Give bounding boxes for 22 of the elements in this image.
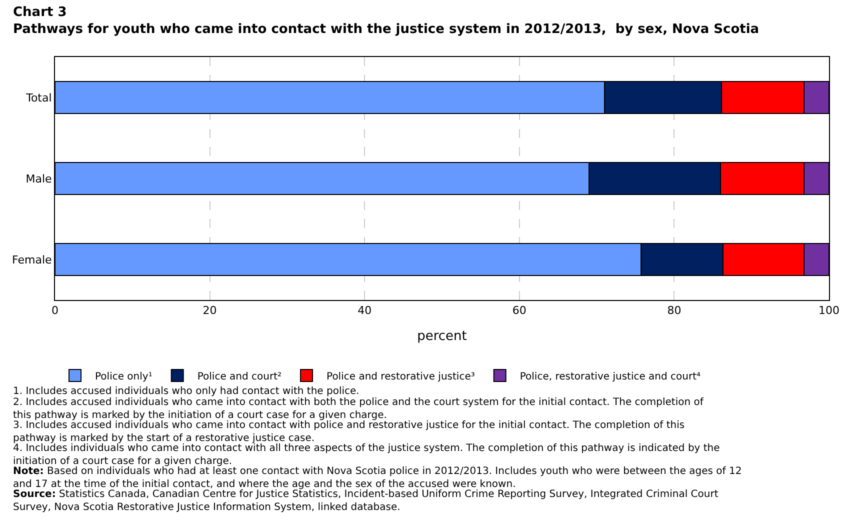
- y-tick-label: Total: [25, 91, 52, 104]
- x-tick-label: 40: [358, 304, 372, 318]
- text: 4. Includes individuals who came into contact with all three aspects of the justice system. The completion of this pathway is indicated by the initiation of a court case for a given charge.: [13, 443, 720, 467]
- x-tick-label: 20: [202, 304, 217, 318]
- source-note: Source: Statistics Canada, Canadian Centre for Justice Statistics, Incident-based Uniform Crime Reporting Survey, Integrated Criminal Court Survey, Nova Scotia Restorative Justice Information System, linked database.: [13, 489, 718, 513]
- legend-label: Police, restorative justice and court⁴: [520, 371, 701, 382]
- text: 3. Includes accused individuals who came into contact with police and restorative justice for the initial contact. The completion of this pathway is marked by the start of a restorative justice case.: [13, 420, 685, 444]
- y-tick-label: Male: [26, 172, 52, 186]
- text: 2. Includes accused individuals who came into contact with both the police and the court system for the initial contact. The completion of this pathway is marked by the initiation of a court case for a given charge.: [13, 397, 704, 421]
- legend-label: Police only¹: [95, 371, 152, 382]
- legend-label: Police and restorative justice³: [326, 371, 475, 382]
- x-axis-title: percent: [417, 328, 467, 344]
- legend-label: Police and court²: [197, 371, 282, 382]
- text: Note: Based on individuals who had at least one contact with Nova Scotia police in 2012/2013. Includes youth who were between the ages of 12 and 17 at the time of the initial contact, and where the age and the sex of the accused were known.: [13, 466, 742, 490]
- x-tick-label: 60: [512, 304, 526, 318]
- chart-subtitle: Pathways for youth who came into contact with the justice system in 2012/2013, by sex, Nova Scotia: [13, 22, 760, 37]
- text: 1. Includes accused individuals who only had contact with the police.: [13, 386, 360, 397]
- x-tick-label: 100: [818, 304, 840, 318]
- x-tick-label: 80: [667, 304, 682, 318]
- y-tick-label: Female: [12, 253, 52, 266]
- x-tick-label: 0: [52, 304, 58, 318]
- chart-title: Chart 3: [13, 5, 67, 20]
